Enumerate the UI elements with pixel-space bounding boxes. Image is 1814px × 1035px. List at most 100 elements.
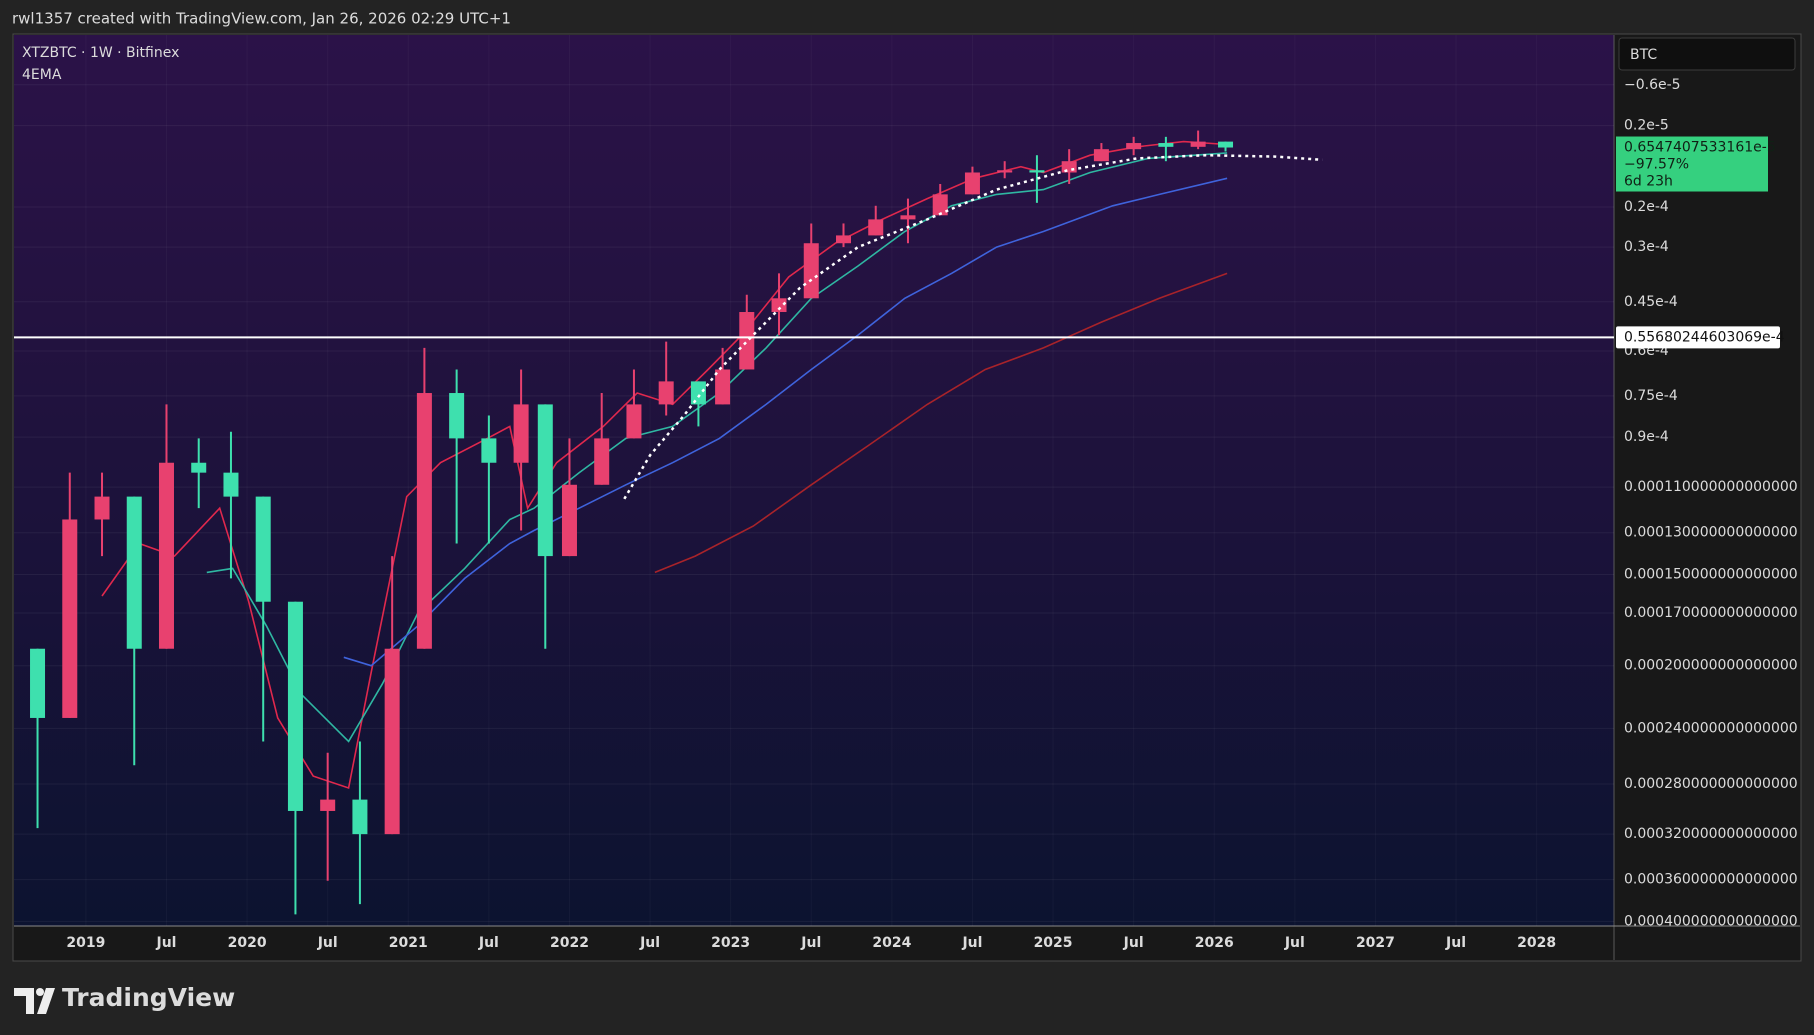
y-tick-label: 0.000280000000000000 (1624, 776, 1798, 792)
candle-body (594, 438, 610, 485)
y-tick-label: 0.000150000000000000 (1624, 566, 1798, 582)
candle-body (964, 172, 980, 195)
x-tick-label: Jul (317, 935, 338, 951)
candle-body (658, 381, 674, 405)
y-tick-label: 0.75e-4 (1624, 388, 1678, 404)
symbol-title: XTZBTC · 1W · Bitfinex (22, 45, 179, 61)
x-tick-label: Jul (1445, 935, 1466, 951)
candle-body (900, 215, 916, 220)
x-tick-label: 2024 (872, 935, 911, 951)
candle-body (868, 219, 884, 236)
header: rwl1357 created with TradingView.com, Ja… (12, 10, 511, 28)
brand-logo (14, 988, 55, 1014)
y-tick-label: 0.000170000000000000 (1624, 605, 1798, 621)
candle-body (690, 381, 706, 405)
x-tick-label: Jul (639, 935, 660, 951)
y-tick-label: 0.000240000000000000 (1624, 720, 1798, 736)
candle-body (561, 484, 577, 557)
y-tick-label: 0.000130000000000000 (1624, 525, 1798, 541)
overlay-line (343, 177, 1228, 667)
y-tick-label: 0.000360000000000000 (1624, 872, 1798, 888)
candle-body (287, 601, 303, 811)
candle-body (94, 496, 110, 520)
hline-label: 0.55680244603069e-4 (1624, 329, 1785, 345)
x-tick-label: 2021 (389, 935, 428, 951)
y-tick-label: 0.2e-4 (1624, 199, 1669, 215)
last-price-box (1616, 136, 1768, 192)
x-tick-label: 2022 (550, 935, 589, 951)
candle-body (449, 393, 465, 439)
y-tick-label: 0.000400000000000000 (1624, 913, 1798, 929)
candle-body (255, 496, 271, 602)
x-tick-label: 2020 (228, 935, 267, 951)
overlay-line (206, 152, 1228, 743)
candle-body (352, 799, 368, 835)
x-tick-label: Jul (961, 935, 982, 951)
x-tick-label: Jul (800, 935, 821, 951)
y-tick-label: 0.000110000000000000 (1624, 479, 1798, 495)
candle-body (1029, 170, 1045, 173)
candle-body (1093, 149, 1109, 162)
y-tick-label: −0.6e-5 (1624, 77, 1681, 93)
candle-body (1190, 141, 1206, 147)
candle-body (416, 393, 432, 649)
last-price: 0.6547407533161e-5 (1624, 140, 1776, 156)
candle-body (835, 235, 851, 244)
candle-body (739, 312, 755, 370)
x-tick-label: 2023 (711, 935, 750, 951)
plot-area (14, 35, 1614, 926)
indicator-label: 4EMA (22, 67, 62, 83)
price-change: −97.57% (1624, 157, 1689, 173)
y-tick-label: 0.000320000000000000 (1624, 826, 1798, 842)
candle-body (62, 519, 78, 718)
candle-body (537, 404, 553, 557)
x-tick-label: 2028 (1517, 935, 1556, 951)
x-tick-label: 2027 (1356, 935, 1395, 951)
grid (14, 84, 1614, 922)
overlay-line (101, 140, 1228, 790)
candle-body (626, 404, 642, 439)
overlay-line (654, 272, 1228, 574)
x-tick-label: 2025 (1034, 935, 1073, 951)
candle-body (1218, 141, 1234, 148)
candle-body (320, 799, 336, 811)
candle-body (1126, 143, 1142, 150)
hline-label-box (1616, 326, 1780, 349)
x-tick-label: Jul (1284, 935, 1305, 951)
x-tick-label: Jul (1123, 935, 1144, 951)
candle-body (771, 298, 787, 313)
brand: TradingView (62, 983, 235, 1012)
logo-dot (36, 988, 44, 996)
candle-body (1158, 143, 1174, 147)
y-tick-label: 0.9e-4 (1624, 429, 1669, 445)
y-tick-label: 0.2e-5 (1624, 118, 1669, 134)
x-tick-label: 2026 (1195, 935, 1234, 951)
currency[interactable]: BTC (1630, 47, 1657, 63)
candle-body (513, 404, 529, 463)
candle-body (223, 472, 239, 497)
y-tick-label: 0.45e-4 (1624, 294, 1678, 310)
candle-body (481, 438, 497, 463)
marks (14, 130, 1614, 915)
candle-body (384, 648, 400, 835)
candle-body (158, 462, 174, 649)
candle-body (191, 462, 207, 473)
x-tick-label: 2019 (66, 935, 105, 951)
currency-box[interactable] (1618, 37, 1796, 71)
logo-shape (37, 988, 55, 1014)
labels: −0.6e-50.2e-50.2e-40.3e-40.45e-40.6e-40.… (66, 77, 1797, 951)
overlay-line (623, 153, 1323, 500)
candle-body (803, 243, 819, 299)
bar-countdown: 6d 23h (1624, 174, 1673, 190)
y-tick-label: 0.3e-4 (1624, 239, 1669, 255)
x-tick-label: Jul (155, 935, 176, 951)
y-tick-label: 0.000200000000000000 (1624, 658, 1798, 674)
candle-body (126, 496, 142, 649)
candle-body (715, 369, 731, 405)
logo-shape (14, 988, 34, 1014)
candle-body (1061, 161, 1077, 173)
x-tick-label: Jul (478, 935, 499, 951)
candle-body (932, 194, 948, 216)
